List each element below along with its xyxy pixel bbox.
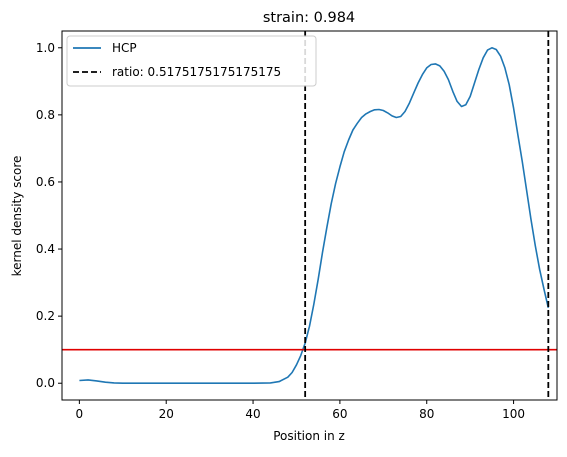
- axes-frame: [61, 30, 558, 401]
- x-tick-label: 60: [332, 407, 347, 421]
- series-line-hcp: [79, 46, 550, 385]
- y-tick-label: 0.6: [36, 175, 55, 189]
- plot-area: 0 20 40 60 80 100 0.0 0.2 0.4 0.6 0.8 1.0: [36, 30, 558, 421]
- legend-label-ratio: ratio: 0.5175175175175175: [112, 65, 281, 79]
- y-tick-label: 0.2: [36, 309, 55, 323]
- y-axis-label: kernel density score: [10, 156, 24, 277]
- legend-frame: [66, 35, 317, 87]
- y-tick-label: 1.0: [36, 41, 55, 55]
- x-tick-label: 40: [245, 407, 260, 421]
- x-tick-label: 0: [76, 407, 84, 421]
- y-tick-label: 0.0: [36, 376, 55, 390]
- legend: HCP ratio: 0.5175175175175175: [66, 35, 317, 87]
- x-tick-label: 80: [419, 407, 434, 421]
- chart-title: strain: 0.984: [263, 10, 355, 26]
- y-tick-label: 0.8: [36, 108, 55, 122]
- x-tick-label: 20: [159, 407, 174, 421]
- x-axis-label: Position in z: [273, 429, 345, 443]
- legend-label-hcp: HCP: [112, 41, 137, 55]
- y-tick-label: 0.4: [36, 242, 55, 256]
- x-tick-label: 100: [502, 407, 525, 421]
